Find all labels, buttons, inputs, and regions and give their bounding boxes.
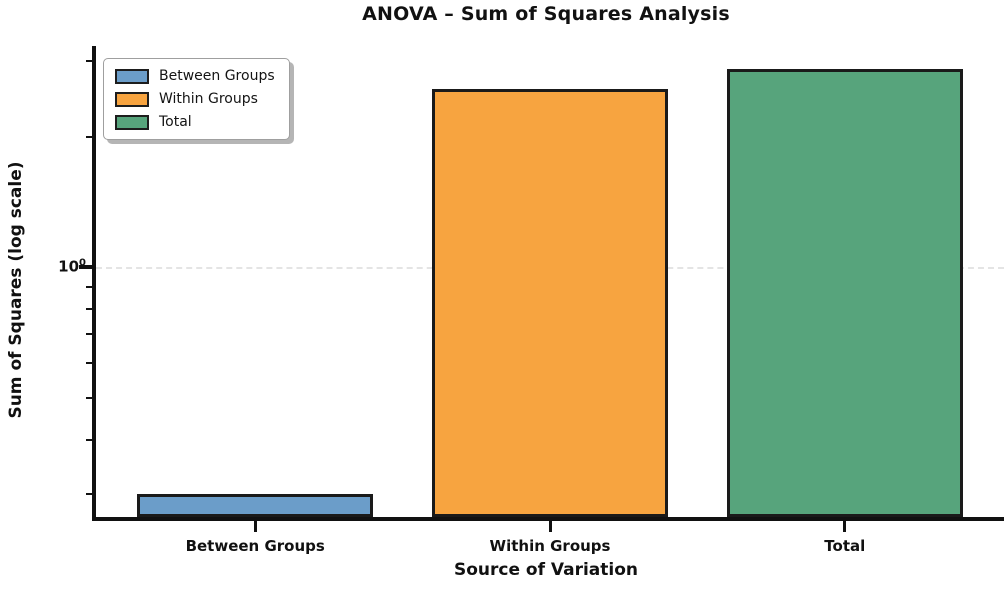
y-minor-tick	[86, 136, 92, 139]
y-minor-tick	[86, 438, 92, 441]
y-axis-label: Sum of Squares (log scale)	[6, 161, 26, 419]
y-tick-base: 10	[58, 258, 80, 277]
y-minor-tick	[86, 308, 92, 311]
legend-swatch-total	[115, 114, 149, 130]
x-tick-label-total: Total	[824, 537, 866, 555]
x-tick-label-within-groups: Within Groups	[489, 537, 611, 555]
legend-item-within-groups: Within Groups	[115, 91, 275, 107]
y-minor-tick	[86, 362, 92, 365]
x-axis-label: Source of Variation	[453, 560, 639, 580]
bar-total	[726, 68, 963, 517]
y-tick-exponent: 0	[79, 258, 86, 270]
x-tick-between-groups	[253, 521, 257, 532]
legend-item-total: Total	[115, 114, 275, 130]
x-tick-total	[843, 521, 847, 532]
y-minor-tick	[86, 396, 92, 399]
bar-within-groups	[432, 89, 668, 517]
x-tick-label-between-groups: Between Groups	[185, 537, 325, 555]
y-minor-tick	[86, 60, 92, 63]
y-minor-tick	[86, 333, 92, 336]
y-minor-tick	[86, 286, 92, 289]
legend-label: Within Groups	[159, 91, 258, 107]
bar-between-groups	[137, 493, 374, 517]
legend-item-between-groups: Between Groups	[115, 68, 275, 84]
legend-label: Between Groups	[159, 68, 275, 84]
y-major-tick	[79, 265, 92, 270]
legend: Between Groups Within Groups Total	[103, 58, 290, 140]
chart-title: ANOVA – Sum of Squares Analysis	[362, 3, 730, 25]
y-minor-tick	[86, 492, 92, 495]
legend-swatch-between-groups	[115, 68, 149, 84]
legend-swatch-within-groups	[115, 91, 149, 107]
x-tick-within-groups	[548, 521, 552, 532]
plot-area: Between Groups Within Groups Total	[79, 46, 1004, 555]
y-tick-label: 100	[34, 258, 86, 276]
legend-label: Total	[159, 114, 192, 130]
